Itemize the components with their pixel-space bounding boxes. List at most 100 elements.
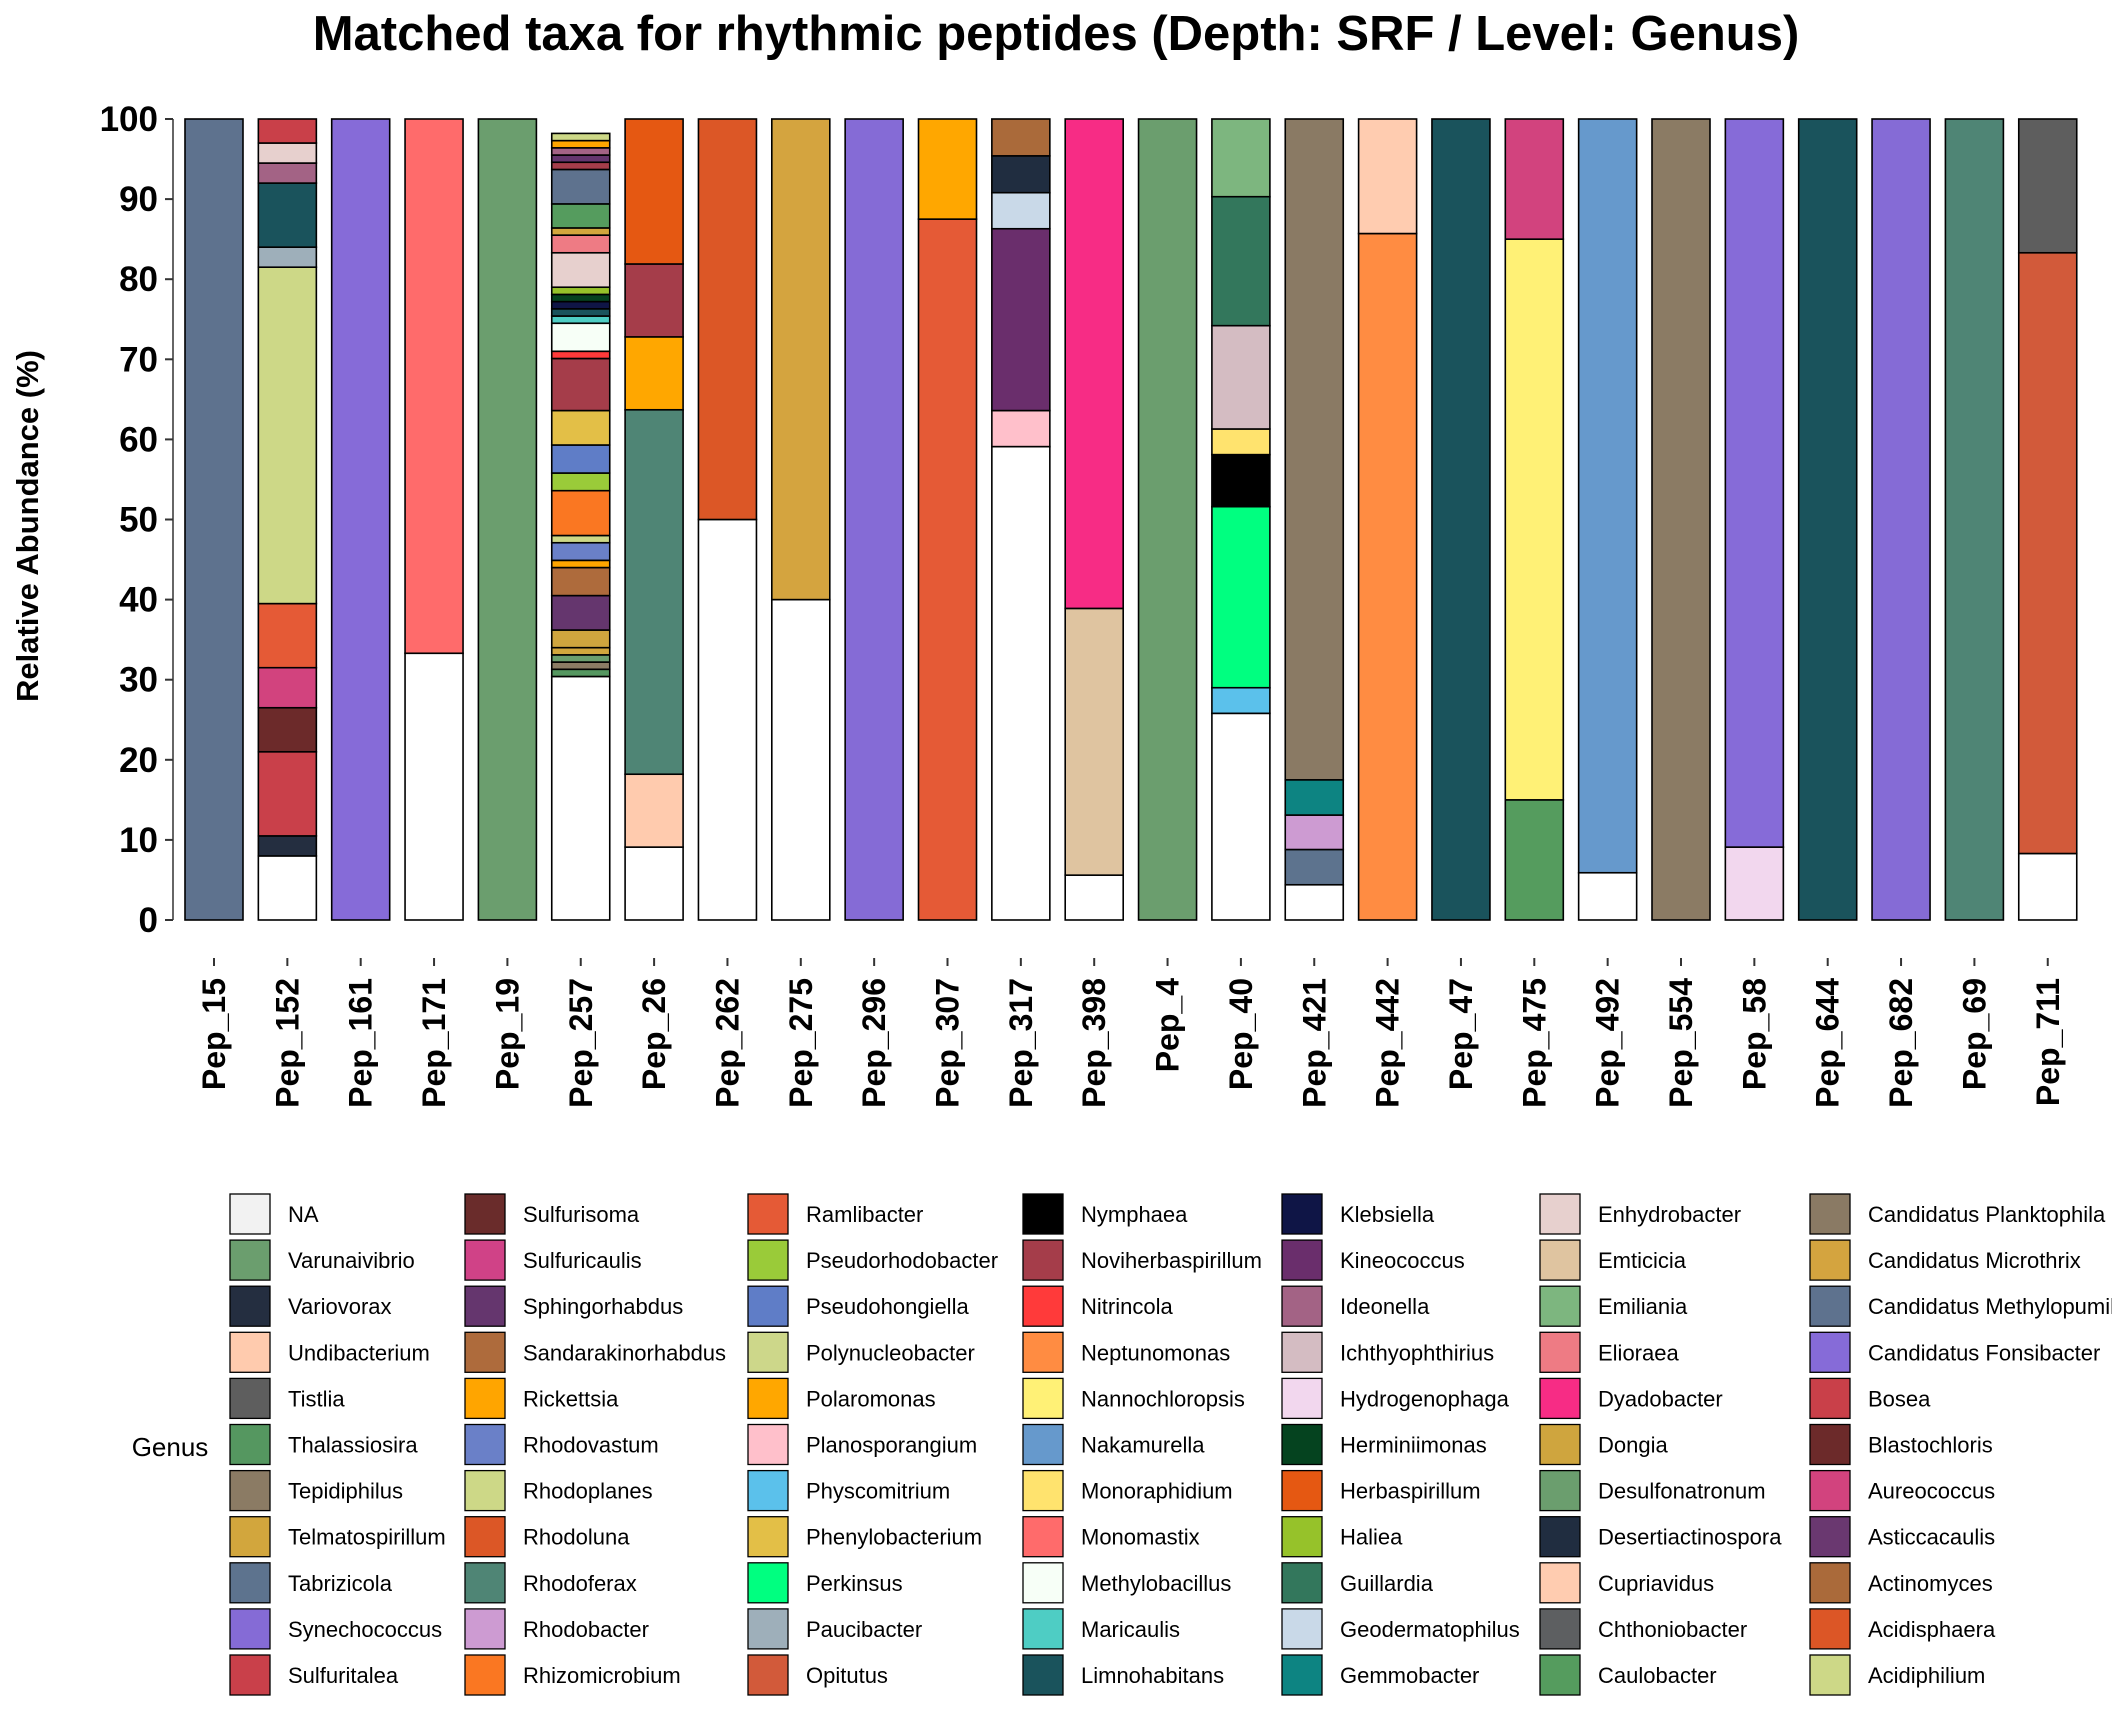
legend-swatch — [464, 1377, 506, 1420]
legend-title: Genus — [132, 1432, 209, 1462]
legend-item: Desertiactinospora — [1539, 1516, 1782, 1558]
bar-Pep_275 — [770, 118, 831, 921]
legend-swatch — [1539, 1469, 1581, 1512]
legend-item: Rhodoferax — [464, 1562, 637, 1604]
bar-segment — [550, 534, 611, 544]
legend-item: Nannochloropsis — [1022, 1377, 1245, 1420]
bar-segment — [257, 246, 318, 268]
bar-Pep_398 — [1064, 118, 1124, 921]
legend-swatch — [1022, 1285, 1064, 1327]
bar-segment — [477, 118, 538, 921]
legend-item: Telmatospirillum — [229, 1516, 446, 1558]
legend-label: Rhodoluna — [523, 1525, 630, 1550]
legend-label: Candidatus Planktophila — [1868, 1202, 2106, 1227]
bar-Pep_15 — [184, 118, 244, 921]
legend-item: Sandarakinorhabdus — [464, 1331, 726, 1373]
bar-segment — [697, 118, 758, 521]
y-tick-label: 50 — [119, 501, 158, 540]
legend-item: Nymphaea — [1022, 1193, 1188, 1235]
legend-item: Guillardia — [1281, 1562, 1434, 1604]
legend-swatch — [747, 1654, 789, 1696]
legend-label: Tabrizicola — [288, 1571, 393, 1596]
bar-segment — [1284, 883, 1345, 921]
legend-swatch — [747, 1239, 789, 1281]
legend-swatch — [1539, 1239, 1581, 1281]
legend-label: Opitutus — [806, 1663, 888, 1688]
bar-segment — [1211, 505, 1271, 689]
legend-label: Physcomitrium — [806, 1479, 950, 1504]
legend-swatch — [747, 1377, 789, 1420]
bar-segment — [1064, 874, 1124, 921]
bar-segment — [550, 409, 611, 446]
x-tick-label: Pep_554 — [1663, 978, 1699, 1108]
bar-segment — [404, 118, 464, 655]
legend-item: Maricaulis — [1022, 1608, 1180, 1650]
bar-segment — [1284, 814, 1345, 851]
bar-Pep_58 — [1724, 118, 1785, 921]
legend-swatch — [464, 1285, 506, 1327]
legend-label: Sulfuritalea — [288, 1663, 399, 1688]
y-tick-label: 70 — [119, 340, 158, 379]
legend-item: Blastochloris — [1809, 1423, 1993, 1466]
legend-label: Tepidiphilus — [288, 1479, 403, 1504]
legend-swatch — [1539, 1423, 1581, 1466]
legend-swatch — [229, 1654, 271, 1696]
legend-label: Perkinsus — [806, 1571, 903, 1596]
bar-segment — [550, 629, 611, 649]
legend-item: Klebsiella — [1281, 1193, 1435, 1235]
legend-item: Neptunomonas — [1022, 1331, 1230, 1373]
x-tick-label: Pep_4 — [1150, 978, 1186, 1072]
bar-segment — [257, 835, 318, 857]
legend-swatch — [1022, 1193, 1064, 1235]
legend-item: Pseudorhodobacter — [747, 1239, 998, 1281]
legend-swatch — [747, 1285, 789, 1327]
x-axis: Pep_15 Pep_152 Pep_161 Pep_171 Pep_19 Pep_257… — [196, 958, 2066, 1108]
legend-swatch — [1281, 1608, 1323, 1650]
bar-segment — [550, 661, 611, 671]
bar-Pep_26 — [624, 118, 684, 921]
bar-segment — [1284, 779, 1345, 816]
legend-label: Monomastix — [1081, 1525, 1200, 1550]
legend-swatch — [1281, 1377, 1323, 1420]
legend-swatch — [229, 1562, 271, 1604]
legend-item: Nitrincola — [1022, 1285, 1173, 1327]
legend-label: Nymphaea — [1081, 1202, 1188, 1227]
bar-segment — [550, 154, 611, 164]
legend-item: Thalassiosira — [229, 1423, 418, 1466]
x-tick-label: Pep_262 — [709, 978, 745, 1108]
bar-Pep_682 — [1871, 118, 1931, 921]
bar-segment — [1211, 195, 1271, 327]
legend-label: Variovorax — [288, 1294, 392, 1319]
y-tick-label: 100 — [100, 100, 158, 139]
bar-segment — [550, 646, 611, 656]
legend-label: Asticcacaulis — [1868, 1525, 1995, 1550]
bar-segment — [330, 118, 391, 921]
legend-label: Nannochloropsis — [1081, 1386, 1245, 1411]
legend-swatch — [1539, 1562, 1581, 1604]
legend-label: Pseudorhodobacter — [806, 1248, 998, 1273]
legend-label: Dyadobacter — [1598, 1386, 1723, 1411]
bar-segment — [1211, 428, 1271, 456]
legend-item: Rhodobacter — [464, 1608, 649, 1650]
bar-segment — [550, 203, 611, 229]
legend-item: Kineococcus — [1281, 1239, 1465, 1281]
legend-swatch — [1022, 1423, 1064, 1466]
legend-item: Rhodoplanes — [464, 1469, 653, 1512]
legend-item: Variovorax — [229, 1285, 392, 1327]
legend-item: Methylobacillus — [1022, 1562, 1231, 1604]
legend-swatch — [464, 1239, 506, 1281]
legend-label: Kineococcus — [1340, 1248, 1465, 1273]
legend-label: Limnohabitans — [1081, 1663, 1224, 1688]
x-tick-label: Pep_257 — [563, 978, 599, 1108]
bar-segment — [1871, 118, 1931, 921]
bar-segment — [770, 118, 831, 601]
legend-item: Sulfurisoma — [464, 1193, 640, 1235]
legend: NA Varunaivibrio Variovorax Undibacterium Ti… — [229, 1193, 2112, 1696]
legend-item: Pseudohongiella — [747, 1285, 969, 1327]
bar-Pep_442 — [1357, 118, 1418, 921]
bar-Pep_69 — [1944, 118, 2005, 921]
legend-swatch — [464, 1469, 506, 1512]
bar-segment — [550, 594, 611, 631]
x-tick-label: Pep_296 — [856, 978, 892, 1108]
